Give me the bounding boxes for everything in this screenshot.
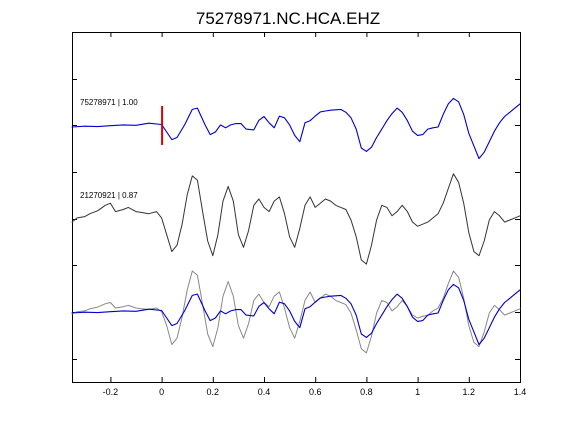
x-ticks: -0.2 0 0.2 0.4 0.6 0.8 1 1.2 1.4 xyxy=(103,32,527,397)
x-tick-label: 0.2 xyxy=(207,387,220,397)
x-tick-label: 0.8 xyxy=(360,387,373,397)
x-tick-label: 0 xyxy=(159,387,164,397)
overlay-line-gray xyxy=(71,270,521,354)
plot-frame xyxy=(72,32,521,383)
x-tick-label: 1.4 xyxy=(514,387,527,397)
x-tick-label: -0.2 xyxy=(103,387,119,397)
overlay-line-blue xyxy=(71,283,521,346)
trace-label-match: 21270921 | 0.87 xyxy=(80,191,138,200)
x-tick-label: 0.6 xyxy=(309,387,322,397)
x-tick-label: 0.4 xyxy=(258,387,271,397)
x-tick-label: 1 xyxy=(415,387,420,397)
trace-line-master xyxy=(71,97,521,160)
y-ticks xyxy=(72,79,520,360)
trace-label-master: 75278971 | 1.00 xyxy=(80,98,138,107)
chart-title: 75278971.NC.HCA.EHZ xyxy=(196,9,380,28)
x-tick-label: 1.2 xyxy=(463,387,476,397)
trace-line-match xyxy=(71,173,521,265)
traces xyxy=(71,97,521,354)
